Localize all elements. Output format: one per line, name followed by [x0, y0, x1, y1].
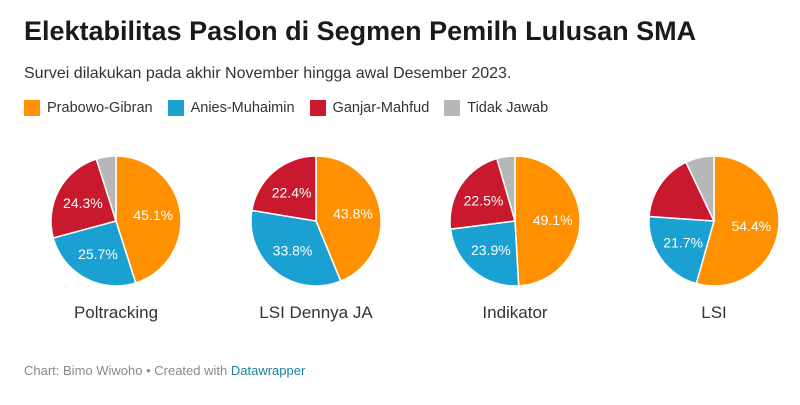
- slice-indikator-prabowo-gibran: [514, 155, 581, 287]
- slice-poltracking-prabowo-gibran: [115, 155, 182, 284]
- legend-label-prabowo-gibran: Prabowo-Gibran: [47, 100, 153, 116]
- legend-item-anies-muhaimin: Anies-Muhaimin: [167, 100, 295, 116]
- datawrapper-link[interactable]: Datawrapper: [230, 363, 306, 378]
- legend: Prabowo-Gibran Anies-Muhaimin Ganjar-Mah…: [24, 100, 563, 116]
- chart-subtitle: Survei dilakukan pada akhir November hin…: [24, 65, 512, 82]
- slice-poltracking-anies-muhaimin: [52, 220, 137, 287]
- slice-poltracking-tidak-jawab: [95, 155, 117, 222]
- pie-label-poltracking: Poltracking: [74, 303, 158, 322]
- chart-title: Elektabilitas Paslon di Segmen Pemilh Lu…: [24, 16, 697, 46]
- slice-lsi-dennya-ja-anies-muhaimin: [250, 209, 342, 287]
- legend-item-ganjar-mahfud: Ganjar-Mahfud: [309, 100, 430, 116]
- legend-item-prabowo-gibran: Prabowo-Gibran: [24, 100, 153, 116]
- legend-swatch-anies-muhaimin: [167, 100, 184, 116]
- data-label-lsi-anies-muhaimin: 21.7%: [663, 235, 703, 251]
- legend-label-anies-muhaimin: Anies-Muhaimin: [190, 100, 295, 116]
- slice-lsi-anies-muhaimin: [648, 215, 715, 285]
- legend-swatch-ganjar-mahfud: [309, 100, 326, 116]
- data-label-indikator-anies-muhaimin: 23.9%: [471, 242, 511, 258]
- legend-label-tidak-jawab: Tidak Jawab: [467, 100, 549, 116]
- slice-indikator-anies-muhaimin: [449, 220, 520, 287]
- slice-poltracking-ganjar-mahfud: [50, 158, 117, 239]
- data-label-indikator-ganjar-mahfud: 22.5%: [464, 192, 504, 208]
- data-label-poltracking-anies-muhaimin: 25.7%: [78, 246, 118, 262]
- pie-label-lsi-dennya-ja: LSI Dennya JA: [259, 303, 373, 322]
- data-label-poltracking-ganjar-mahfud: 24.3%: [63, 195, 103, 211]
- pie-indikator: 49.1% 23.9% 22.5% Indikator: [449, 155, 581, 322]
- pie-label-lsi: LSI: [701, 303, 727, 322]
- pie-poltracking: 45.1% 25.7% 24.3% Poltracking: [50, 155, 182, 322]
- data-label-indikator-prabowo-gibran: 49.1%: [533, 212, 573, 228]
- data-label-poltracking-prabowo-gibran: 45.1%: [133, 207, 173, 223]
- slice-indikator-tidak-jawab: [495, 155, 516, 222]
- data-label-lsi-dennya-ja-anies-muhaimin: 33.8%: [273, 243, 313, 259]
- legend-label-ganjar-mahfud: Ganjar-Mahfud: [332, 100, 430, 116]
- slice-lsi-prabowo-gibran: [695, 155, 780, 287]
- pie-label-indikator: Indikator: [482, 303, 548, 322]
- slice-lsi-dennya-ja-prabowo-gibran: [315, 155, 382, 283]
- slice-lsi-tidak-jawab: [684, 155, 715, 222]
- pie-lsi: 54.4% 21.7% LSI: [648, 155, 780, 322]
- legend-item-tidak-jawab: Tidak Jawab: [444, 100, 548, 116]
- pie-lsi-dennya-ja: 43.8% 33.8% 22.4% LSI Dennya JA: [250, 155, 382, 322]
- slice-lsi-dennya-ja-ganjar-mahfud: [251, 155, 317, 222]
- legend-swatch-tidak-jawab: [444, 100, 461, 116]
- slice-indikator-ganjar-mahfud: [449, 157, 516, 230]
- footer: Chart: Bimo Wiwoho • Created with Datawr…: [24, 363, 305, 378]
- data-label-lsi-dennya-ja-prabowo-gibran: 43.8%: [333, 206, 373, 222]
- data-label-lsi-dennya-ja-ganjar-mahfud: 22.4%: [272, 184, 312, 200]
- data-label-lsi-prabowo-gibran: 54.4%: [731, 218, 771, 234]
- slice-lsi-ganjar-mahfud: [648, 161, 716, 222]
- legend-swatch-prabowo-gibran: [24, 100, 40, 116]
- footer-credit: Chart: Bimo Wiwoho • Created with: [24, 363, 231, 378]
